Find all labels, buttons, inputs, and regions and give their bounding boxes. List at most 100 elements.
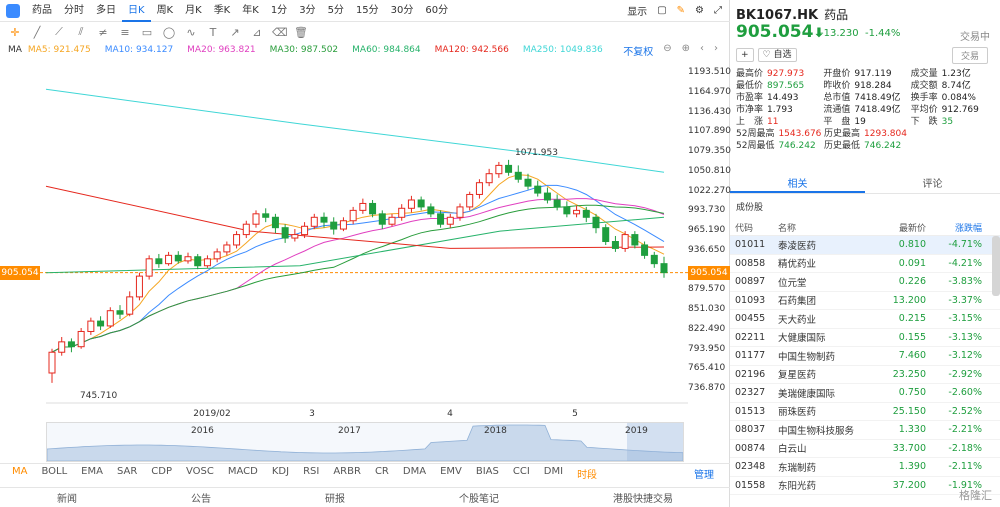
circle-tool-icon[interactable]: ◯ [162,25,176,39]
crosshair-icon[interactable]: ✛ [10,25,20,39]
table-row[interactable]: 00455 天大药业 0.215 -3.15% [730,310,1000,329]
bottom-tab-2[interactable]: 研报 [325,494,345,505]
indicator-10[interactable]: CR [374,466,389,477]
y-tick-label: 851.030 [688,304,726,314]
cell: -4.71% [948,239,982,251]
quote-panel: BK1067.HK 药品 交易中 905.054⬇ -13.230 -1.44% … [730,0,1000,507]
table-row[interactable]: 00874 白云山 33.700 -2.18% [730,440,1000,458]
indicator-6[interactable]: MACD [227,466,258,477]
draw-icon[interactable]: ✎ [676,5,686,16]
pan-left-icon[interactable]: ‹ [700,42,704,54]
tab-period-9[interactable]: 5分 [327,4,344,16]
line-tool-icon[interactable]: ╱ [33,25,41,39]
trade-button[interactable]: 交易 [951,47,988,64]
indicator-5[interactable]: VOSC [186,466,214,477]
cell: 中国生物科技服务 [778,425,855,437]
indicator-14[interactable]: CCI [512,466,530,477]
indicator-9[interactable]: ARBR [333,466,361,477]
kline-chart[interactable]: 1071.953 745.710 2019/02 3 4 5 [0,58,688,420]
collapse-icon[interactable]: ▢ [657,5,667,16]
tab-period-12[interactable]: 60分 [425,4,449,16]
table-row[interactable]: 08037 中国生物科技服务 1.330 -2.21% [730,421,1000,440]
cell: 25.150 [892,405,926,417]
channel-tool-icon[interactable]: ≠ [98,25,108,39]
table-scrollbar[interactable] [992,236,1000,296]
table-row[interactable]: 01093 石药集团 13.200 -3.37% [730,292,1000,310]
indicator-4[interactable]: CDP [151,466,173,477]
measure-tool-icon[interactable]: ⊿ [252,25,262,39]
manage-button[interactable]: 管理 [694,470,714,481]
ma-item-4: MA60: 984.864 [352,45,421,55]
heart-icon: ♡ [762,50,771,60]
indicator-1[interactable]: BOLL [41,466,68,477]
table-row[interactable]: 02348 东瑞制药 1.390 -2.11% [730,458,1000,477]
tab-period-6[interactable]: 年K [242,4,259,16]
indicator-15[interactable]: DMI [543,466,564,477]
indicator-13[interactable]: BIAS [475,466,499,477]
add-button[interactable]: + [736,48,754,62]
adjust-dropdown[interactable]: 不复权 [623,46,654,58]
bottom-tab-0[interactable]: 新闻 [57,494,77,505]
tab-period-7[interactable]: 1分 [270,4,288,16]
zoom-out-icon[interactable]: ⊖ [663,42,672,54]
tab-related[interactable]: 相关 [730,176,865,193]
indicator-11[interactable]: DMA [402,466,427,477]
eraser-tool-icon[interactable]: ⌫ [272,25,288,39]
tab-period-5[interactable]: 季K [213,4,231,16]
bottom-tab-4[interactable]: 港股快捷交易 [613,494,673,505]
tab-period-3[interactable]: 周K [156,4,174,16]
table-row[interactable]: 02196 复星医药 23.250 -2.92% [730,366,1000,384]
indicator-16[interactable]: 时段 [577,470,598,481]
table-row[interactable]: 02211 大健康国际 0.155 -3.13% [730,329,1000,347]
table-row[interactable]: 01513 丽珠医药 25.150 -2.52% [730,403,1000,421]
last-price-right-tag: 905.054 [688,265,730,280]
fib-tool-icon[interactable]: ≡ [120,25,130,39]
table-row[interactable]: 01011 泰凌医药 0.810 -4.71% [730,236,1000,255]
header-pct[interactable]: 涨跌幅 [954,224,982,234]
delete-tool-icon[interactable]: 🗑 [294,25,308,39]
indicator-12[interactable]: EMV [440,466,462,477]
tab-period-0[interactable]: 分时 [64,4,84,16]
table-row[interactable]: 00858 精优药业 0.091 -4.21% [730,255,1000,273]
settings-icon[interactable]: ⚙ [695,5,704,16]
wave-tool-icon[interactable]: ∿ [186,25,196,39]
watchlist-button[interactable]: ♡ 自选 [757,48,797,62]
indicator-3[interactable]: SAR [116,466,138,477]
tab-period-4[interactable]: 月K [185,4,202,16]
candle-body [427,206,435,215]
table-row[interactable]: 02327 美瑞健康国际 0.750 -2.60% [730,384,1000,403]
header-name[interactable]: 名称 [778,224,797,234]
header-code[interactable]: 代码 [735,224,754,234]
indicator-0[interactable]: MA [12,466,28,477]
period-tabs: 分时 多日 日K 周K 月K 季K 年K 1分 3分 5分 15分 30分 60分 [58,0,454,22]
candle-body [223,244,231,253]
arrow-tool-icon[interactable]: ↗ [230,25,240,39]
indicator-2[interactable]: EMA [81,466,103,477]
indicator-8[interactable]: RSI [303,466,320,477]
pan-right-icon[interactable]: › [714,42,718,54]
candle-body [48,351,56,374]
candle-body [233,234,241,246]
parallel-tool-icon[interactable]: ⫽ [78,25,84,38]
bottom-tab-1[interactable]: 公告 [191,494,211,505]
rect-tool-icon[interactable]: ▭ [141,25,153,39]
tab-comments[interactable]: 评论 [922,179,943,190]
table-row[interactable]: 00897 位元堂 0.226 -3.83% [730,273,1000,292]
candle-body [116,310,124,315]
bottom-tab-3[interactable]: 个股笔记 [459,494,499,505]
expand-icon[interactable]: ⤢ [714,5,722,16]
header-price[interactable]: 最新价 [898,224,926,234]
tab-period-1[interactable]: 多日 [96,4,116,16]
range-navigator[interactable]: 2016 2017 2018 2019 [46,422,684,462]
tab-period-11[interactable]: 30分 [390,4,414,16]
tab-period-10[interactable]: 15分 [355,4,379,16]
zoom-in-icon[interactable]: ⊕ [681,42,690,54]
tab-period-2[interactable]: 日K [122,0,151,22]
table-row[interactable]: 01177 中国生物制药 7.460 -3.12% [730,347,1000,366]
ray-tool-icon[interactable]: ⟋ [55,25,63,38]
display-dropdown[interactable]: 显示 [627,7,648,18]
indicator-7[interactable]: KDJ [271,466,290,477]
table-row[interactable]: 01558 东阳光药 37.200 -1.91% [730,477,1000,495]
text-tool-icon[interactable]: T [209,25,217,39]
tab-period-8[interactable]: 3分 [299,4,316,16]
